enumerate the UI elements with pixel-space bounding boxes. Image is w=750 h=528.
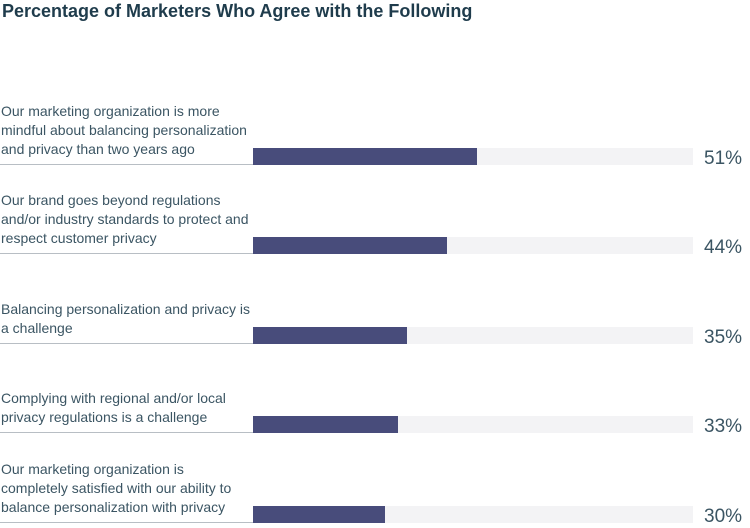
bar — [253, 506, 385, 523]
bar-row: Our brand goes beyond regulations and/or… — [0, 0, 750, 258]
value-label: 51% — [704, 148, 743, 169]
bar-track — [253, 327, 693, 344]
bar — [253, 237, 447, 254]
bar — [253, 416, 399, 433]
category-label: Our brand goes beyond regulations and/or… — [1, 192, 249, 246]
label-underline — [0, 343, 253, 344]
bar — [253, 148, 478, 165]
label-underline — [0, 253, 253, 254]
label-underline — [0, 164, 253, 165]
bar-row: Balancing personalization and privacy is… — [0, 301, 742, 348]
value-label: 33% — [704, 416, 743, 437]
bar-track — [253, 416, 693, 433]
value-label: 30% — [704, 506, 743, 527]
label-underline — [0, 432, 253, 433]
category-label: Our marketing organization is completely… — [1, 461, 232, 515]
bar — [253, 327, 407, 344]
bar-track — [253, 506, 693, 523]
label-underline — [0, 522, 253, 523]
value-label: 44% — [704, 237, 743, 258]
chart-title: Percentage of Marketers Who Agree with t… — [2, 1, 473, 21]
bar-row: Complying with regional and/or local pri… — [0, 390, 742, 437]
category-label: Balancing personalization and privacy is… — [1, 301, 251, 336]
bar-track — [253, 148, 693, 165]
bar-row: Our marketing organization is more mindf… — [0, 0, 750, 169]
bar-track — [253, 237, 693, 254]
category-label: Our marketing organization is more mindf… — [1, 103, 247, 157]
value-label: 35% — [704, 327, 743, 348]
category-label: Complying with regional and/or local pri… — [1, 390, 226, 425]
